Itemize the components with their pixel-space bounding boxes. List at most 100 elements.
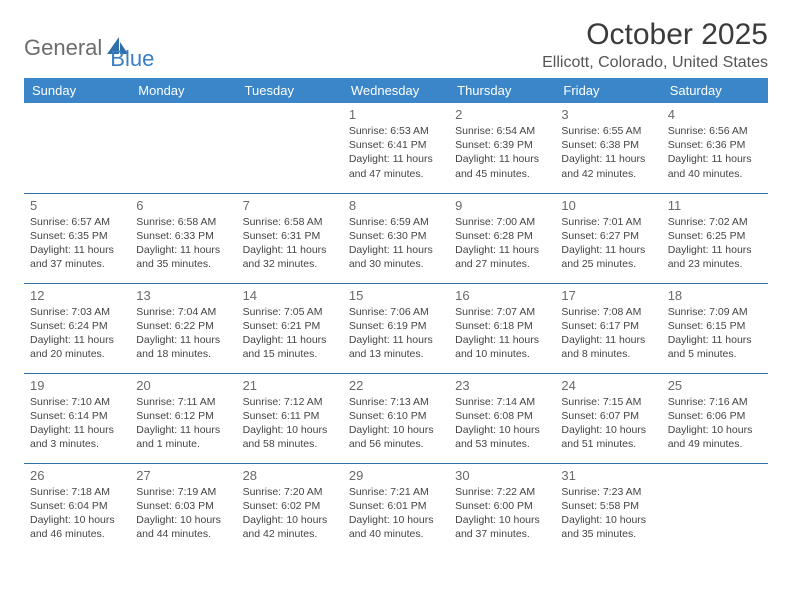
sunset-text: Sunset: 6:38 PM <box>561 138 655 152</box>
sunset-text: Sunset: 6:07 PM <box>561 409 655 423</box>
daylight-text: Daylight: 11 hours <box>561 152 655 166</box>
calendar-day-cell: 28Sunrise: 7:20 AMSunset: 6:02 PMDayligh… <box>237 463 343 553</box>
sunset-text: Sunset: 6:27 PM <box>561 229 655 243</box>
daylight-text: Daylight: 11 hours <box>349 243 443 257</box>
daylight-text: Daylight: 11 hours <box>455 333 549 347</box>
daylight-text: Daylight: 11 hours <box>561 333 655 347</box>
calendar-day-cell: 12Sunrise: 7:03 AMSunset: 6:24 PMDayligh… <box>24 283 130 373</box>
day-number: 17 <box>561 288 655 303</box>
sunrise-text: Sunrise: 7:11 AM <box>136 395 230 409</box>
sunrise-text: Sunrise: 7:09 AM <box>668 305 762 319</box>
calendar-day-cell: 14Sunrise: 7:05 AMSunset: 6:21 PMDayligh… <box>237 283 343 373</box>
daylight-text: Daylight: 11 hours <box>455 152 549 166</box>
sunset-text: Sunset: 6:28 PM <box>455 229 549 243</box>
sunrise-text: Sunrise: 7:18 AM <box>30 485 124 499</box>
sunrise-text: Sunrise: 7:15 AM <box>561 395 655 409</box>
logo-text-blue: Blue <box>110 46 154 72</box>
day-number: 30 <box>455 468 549 483</box>
sunrise-text: Sunrise: 6:54 AM <box>455 124 549 138</box>
daylight-text: and 1 minute. <box>136 437 230 451</box>
daylight-text: Daylight: 11 hours <box>349 333 443 347</box>
daylight-text: and 20 minutes. <box>30 347 124 361</box>
sunset-text: Sunset: 6:06 PM <box>668 409 762 423</box>
day-number: 23 <box>455 378 549 393</box>
daylight-text: Daylight: 11 hours <box>30 243 124 257</box>
sunset-text: Sunset: 6:24 PM <box>30 319 124 333</box>
sunrise-text: Sunrise: 7:19 AM <box>136 485 230 499</box>
sunset-text: Sunset: 6:39 PM <box>455 138 549 152</box>
calendar-day-cell: 17Sunrise: 7:08 AMSunset: 6:17 PMDayligh… <box>555 283 661 373</box>
calendar-day-cell: 13Sunrise: 7:04 AMSunset: 6:22 PMDayligh… <box>130 283 236 373</box>
sunrise-text: Sunrise: 7:23 AM <box>561 485 655 499</box>
daylight-text: and 44 minutes. <box>136 527 230 541</box>
calendar-day-cell: 1Sunrise: 6:53 AMSunset: 6:41 PMDaylight… <box>343 103 449 193</box>
day-number: 3 <box>561 107 655 122</box>
daylight-text: and 56 minutes. <box>349 437 443 451</box>
calendar-day-cell: 5 Sunrise: 6:57 AMSunset: 6:35 PMDaylight… <box>24 193 130 283</box>
daylight-text: and 5 minutes. <box>668 347 762 361</box>
daylight-text: and 3 minutes. <box>30 437 124 451</box>
sunset-text: Sunset: 6:25 PM <box>668 229 762 243</box>
day-number: 7 <box>243 198 337 213</box>
sunset-text: Sunset: 6:02 PM <box>243 499 337 513</box>
sunset-text: Sunset: 6:19 PM <box>349 319 443 333</box>
day-number: 14 <box>243 288 337 303</box>
weekday-header: Monday <box>130 78 236 103</box>
daylight-text: Daylight: 11 hours <box>561 243 655 257</box>
sunset-text: Sunset: 6:33 PM <box>136 229 230 243</box>
sunset-text: Sunset: 6:35 PM <box>30 229 124 243</box>
calendar-day-cell: 27Sunrise: 7:19 AMSunset: 6:03 PMDayligh… <box>130 463 236 553</box>
calendar-day-cell: 6 Sunrise: 6:58 AMSunset: 6:33 PMDaylight… <box>130 193 236 283</box>
day-number: 26 <box>30 468 124 483</box>
day-number: 28 <box>243 468 337 483</box>
sunset-text: Sunset: 6:11 PM <box>243 409 337 423</box>
calendar-day-cell: 26Sunrise: 7:18 AMSunset: 6:04 PMDayligh… <box>24 463 130 553</box>
daylight-text: Daylight: 11 hours <box>243 243 337 257</box>
calendar-week-row: 5Sunrise: 6:57 AMSunset: 6:35 PMDaylight… <box>24 193 768 283</box>
daylight-text: Daylight: 11 hours <box>668 243 762 257</box>
sunrise-text: Sunrise: 6:53 AM <box>349 124 443 138</box>
sunrise-text: Sunrise: 7:13 AM <box>349 395 443 409</box>
daylight-text: and 40 minutes. <box>668 167 762 181</box>
sunrise-text: Sunrise: 6:58 AM <box>136 215 230 229</box>
day-number: 12 <box>30 288 124 303</box>
day-number: 31 <box>561 468 655 483</box>
sunset-text: Sunset: 6:18 PM <box>455 319 549 333</box>
daylight-text: Daylight: 10 hours <box>136 513 230 527</box>
day-number: 6 <box>136 198 230 213</box>
sunset-text: Sunset: 6:08 PM <box>455 409 549 423</box>
daylight-text: Daylight: 11 hours <box>136 243 230 257</box>
daylight-text: and 35 minutes. <box>561 527 655 541</box>
daylight-text: Daylight: 11 hours <box>668 333 762 347</box>
day-number: 13 <box>136 288 230 303</box>
daylight-text: and 23 minutes. <box>668 257 762 271</box>
daylight-text: and 37 minutes. <box>30 257 124 271</box>
day-number: 5 <box>30 198 124 213</box>
calendar-day-cell: 24Sunrise: 7:15 AMSunset: 6:07 PMDayligh… <box>555 373 661 463</box>
sunset-text: Sunset: 6:00 PM <box>455 499 549 513</box>
daylight-text: and 42 minutes. <box>243 527 337 541</box>
calendar-day-cell: 30Sunrise: 7:22 AMSunset: 6:00 PMDayligh… <box>449 463 555 553</box>
day-number: 11 <box>668 198 762 213</box>
location-text: Ellicott, Colorado, United States <box>542 54 768 72</box>
weekday-header: Wednesday <box>343 78 449 103</box>
daylight-text: Daylight: 10 hours <box>349 513 443 527</box>
sunset-text: Sunset: 6:01 PM <box>349 499 443 513</box>
sunset-text: Sunset: 6:21 PM <box>243 319 337 333</box>
calendar-week-row: 19Sunrise: 7:10 AMSunset: 6:14 PMDayligh… <box>24 373 768 463</box>
daylight-text: Daylight: 11 hours <box>136 333 230 347</box>
daylight-text: Daylight: 10 hours <box>561 513 655 527</box>
calendar-day-cell: 15Sunrise: 7:06 AMSunset: 6:19 PMDayligh… <box>343 283 449 373</box>
day-number: 9 <box>455 198 549 213</box>
month-title: October 2025 <box>542 18 768 52</box>
sunset-text: Sunset: 6:15 PM <box>668 319 762 333</box>
daylight-text: Daylight: 11 hours <box>243 333 337 347</box>
sunrise-text: Sunrise: 7:00 AM <box>455 215 549 229</box>
calendar-day-cell: 19Sunrise: 7:10 AMSunset: 6:14 PMDayligh… <box>24 373 130 463</box>
calendar-body: 1Sunrise: 6:53 AMSunset: 6:41 PMDaylight… <box>24 103 768 553</box>
sunset-text: Sunset: 6:30 PM <box>349 229 443 243</box>
sunrise-text: Sunrise: 7:21 AM <box>349 485 443 499</box>
sunrise-text: Sunrise: 6:57 AM <box>30 215 124 229</box>
sunset-text: Sunset: 6:22 PM <box>136 319 230 333</box>
sunset-text: Sunset: 6:12 PM <box>136 409 230 423</box>
